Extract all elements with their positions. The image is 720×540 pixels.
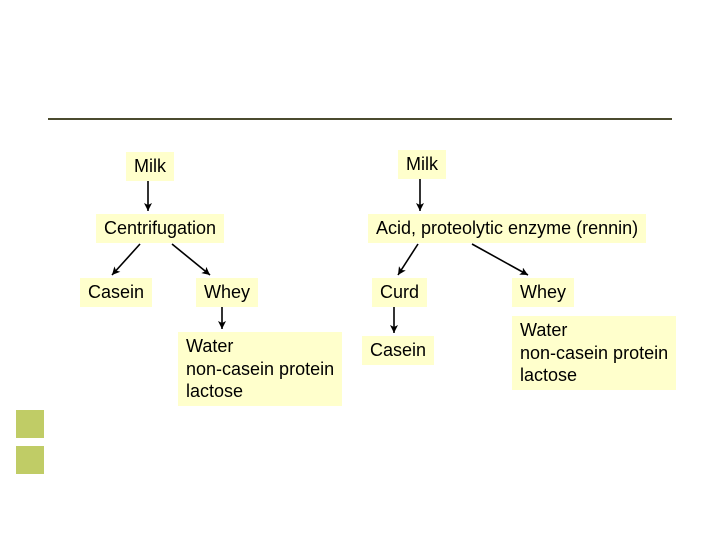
- node-acid-enzyme: Acid, proteolytic enzyme (rennin): [368, 214, 646, 243]
- node-casein-left: Casein: [80, 278, 152, 307]
- accent-square-0: [16, 410, 44, 438]
- node-curd: Curd: [372, 278, 427, 307]
- node-whey-left: Whey: [196, 278, 258, 307]
- arrows-layer: [0, 0, 720, 540]
- node-whey-right: Whey: [512, 278, 574, 307]
- accent-square-1: [16, 446, 44, 474]
- node-water-block-left: Water non-casein protein lactose: [178, 332, 342, 406]
- node-water-block-right: Water non-casein protein lactose: [512, 316, 676, 390]
- node-centrifugation: Centrifugation: [96, 214, 224, 243]
- node-milk-right: Milk: [398, 150, 446, 179]
- node-milk-left: Milk: [126, 152, 174, 181]
- divider-rule: [48, 118, 672, 120]
- node-casein-right: Casein: [362, 336, 434, 365]
